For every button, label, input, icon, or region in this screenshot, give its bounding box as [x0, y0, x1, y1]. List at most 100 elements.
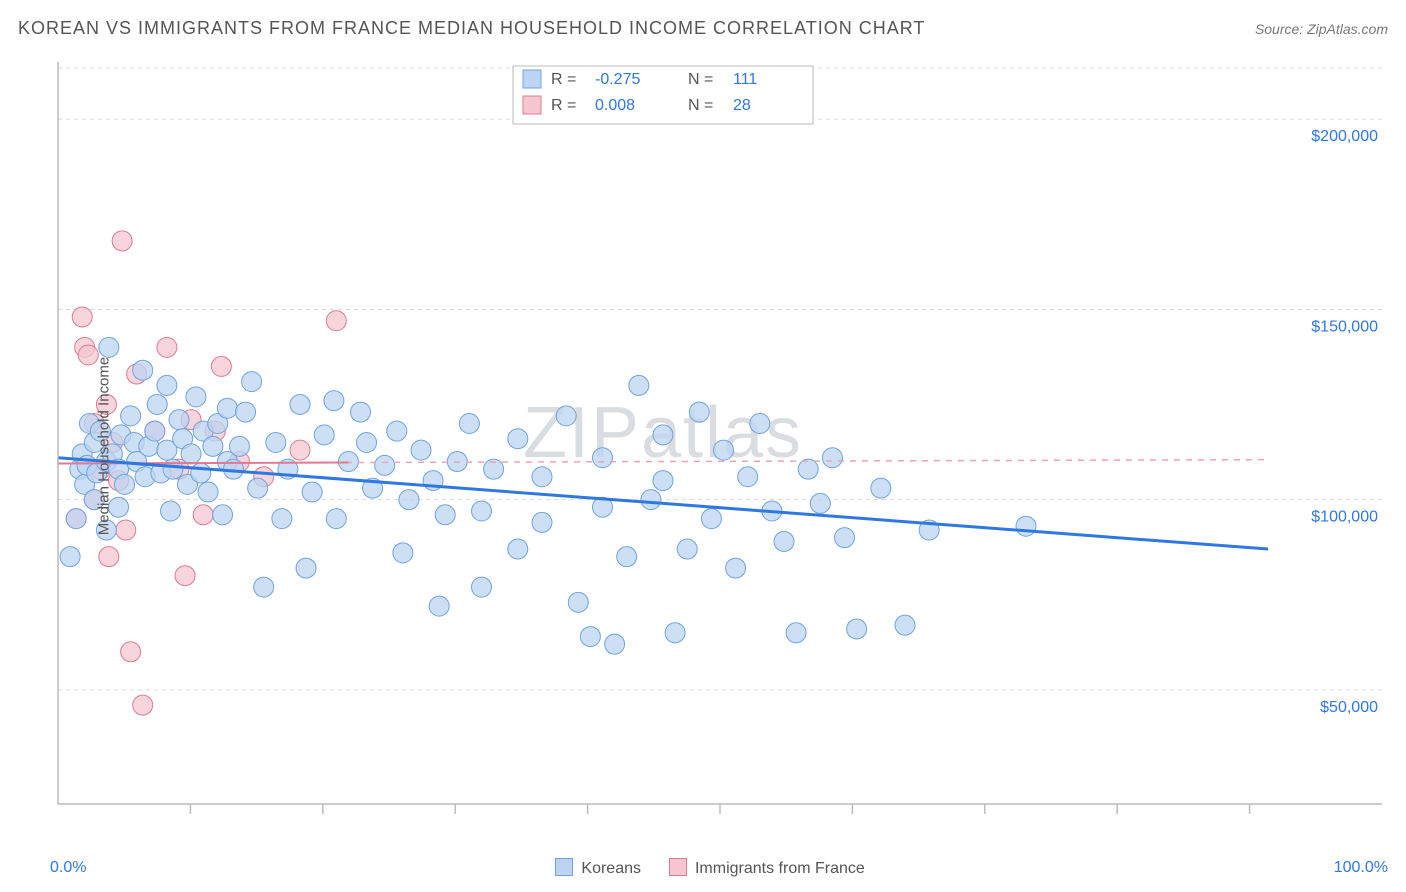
data-point-koreans: [822, 448, 842, 468]
data-point-koreans: [324, 391, 344, 411]
data-point-koreans: [532, 467, 552, 487]
data-point-koreans: [593, 448, 613, 468]
data-point-koreans: [774, 531, 794, 551]
data-point-koreans: [459, 413, 479, 433]
data-point-france: [99, 547, 119, 567]
data-point-koreans: [393, 543, 413, 563]
corr-N-label: N =: [688, 97, 713, 114]
data-point-koreans: [847, 619, 867, 639]
data-point-koreans: [272, 509, 292, 529]
data-point-koreans: [617, 547, 637, 567]
y-tick-label: $100,000: [1311, 509, 1378, 526]
data-point-koreans: [351, 402, 371, 422]
data-point-koreans: [653, 425, 673, 445]
data-point-koreans: [99, 337, 119, 357]
data-point-koreans: [66, 509, 86, 529]
y-axis-label: Median Household Income: [96, 357, 113, 535]
data-point-france: [116, 520, 136, 540]
data-point-koreans: [508, 539, 528, 559]
corr-R-value-koreans: -0.275: [595, 71, 640, 88]
data-point-koreans: [750, 413, 770, 433]
chart-title: KOREAN VS IMMIGRANTS FROM FRANCE MEDIAN …: [18, 18, 925, 39]
data-point-koreans: [266, 433, 286, 453]
corr-swatch-france: [523, 96, 541, 114]
data-point-koreans: [895, 615, 915, 635]
data-point-koreans: [230, 436, 250, 456]
corr-swatch-koreans: [523, 70, 541, 88]
legend-swatch-koreans: [555, 858, 573, 876]
data-point-france: [72, 307, 92, 327]
data-point-koreans: [435, 505, 455, 525]
source-attribution: Source: ZipAtlas.com: [1255, 21, 1388, 37]
legend-label-koreans: Koreans: [581, 860, 641, 877]
data-point-koreans: [157, 375, 177, 395]
data-point-koreans: [689, 402, 709, 422]
data-point-koreans: [181, 444, 201, 464]
data-point-koreans: [810, 493, 830, 513]
corr-R-label: R =: [551, 97, 576, 114]
plot-area: Median Household Income $50,000 $100,000 $…: [50, 60, 1388, 832]
data-point-koreans: [186, 387, 206, 407]
data-point-koreans: [411, 440, 431, 460]
data-point-koreans: [629, 375, 649, 395]
data-point-koreans: [296, 558, 316, 578]
data-point-koreans: [242, 372, 262, 392]
data-point-koreans: [338, 452, 358, 472]
data-point-koreans: [121, 406, 141, 426]
data-point-koreans: [641, 490, 661, 510]
data-point-france: [133, 695, 153, 715]
data-point-koreans: [677, 539, 697, 559]
data-point-koreans: [701, 509, 721, 529]
data-point-koreans: [357, 433, 377, 453]
y-tick-label: $200,000: [1311, 128, 1378, 145]
data-point-koreans: [653, 471, 673, 491]
data-point-koreans: [302, 482, 322, 502]
data-point-koreans: [726, 558, 746, 578]
data-point-koreans: [314, 425, 334, 445]
data-point-koreans: [568, 592, 588, 612]
data-point-koreans: [714, 440, 734, 460]
y-tick-label: $150,000: [1311, 318, 1378, 335]
data-point-koreans: [133, 360, 153, 380]
data-point-koreans: [738, 467, 758, 487]
corr-R-label: R =: [551, 71, 576, 88]
data-point-koreans: [1016, 516, 1036, 536]
data-point-france: [157, 337, 177, 357]
data-point-koreans: [290, 394, 310, 414]
chart-container: KOREAN VS IMMIGRANTS FROM FRANCE MEDIAN …: [0, 0, 1406, 892]
data-point-koreans: [871, 478, 891, 498]
data-point-koreans: [191, 463, 211, 483]
data-point-koreans: [198, 482, 218, 502]
data-point-koreans: [147, 394, 167, 414]
data-point-koreans: [508, 429, 528, 449]
data-point-koreans: [532, 512, 552, 532]
data-point-france: [290, 440, 310, 460]
data-point-koreans: [835, 528, 855, 548]
x-max-label: 100.0%: [1334, 859, 1388, 877]
data-point-koreans: [665, 623, 685, 643]
data-point-koreans: [254, 577, 274, 597]
corr-R-value-france: 0.008: [595, 97, 635, 114]
title-row: KOREAN VS IMMIGRANTS FROM FRANCE MEDIAN …: [18, 18, 1388, 39]
data-point-koreans: [556, 406, 576, 426]
data-point-koreans: [217, 398, 237, 418]
x-axis-row: 0.0% Koreans Immigrants from France 100.…: [50, 858, 1388, 878]
data-point-koreans: [145, 421, 165, 441]
data-point-koreans: [213, 505, 233, 525]
source-prefix: Source:: [1255, 21, 1307, 37]
data-point-france: [193, 505, 213, 525]
data-point-koreans: [399, 490, 419, 510]
data-point-koreans: [429, 596, 449, 616]
data-point-koreans: [375, 455, 395, 475]
data-point-koreans: [605, 634, 625, 654]
y-tick-label: $50,000: [1320, 699, 1378, 716]
data-point-koreans: [161, 501, 181, 521]
data-point-koreans: [786, 623, 806, 643]
bottom-legend: Koreans Immigrants from France: [555, 858, 864, 878]
legend-item-france: Immigrants from France: [669, 858, 865, 878]
data-point-koreans: [798, 459, 818, 479]
source-name: ZipAtlas.com: [1307, 21, 1388, 37]
data-point-koreans: [169, 410, 189, 430]
legend-swatch-france: [669, 858, 687, 876]
corr-N-value-koreans: 111: [733, 71, 757, 88]
